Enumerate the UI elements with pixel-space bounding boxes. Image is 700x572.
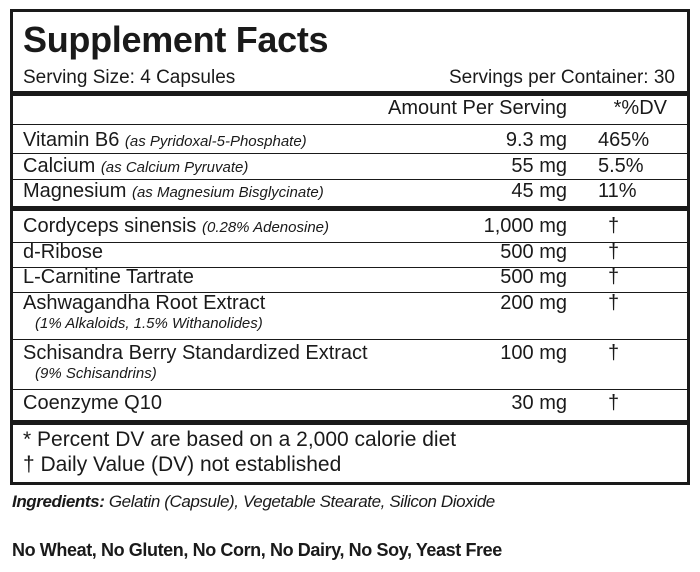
divider <box>13 179 687 180</box>
nutrient-amount: 45 mg <box>511 180 567 202</box>
divider <box>13 242 687 243</box>
ingredient-amount: 1,000 mg <box>483 215 567 237</box>
divider <box>13 389 687 390</box>
divider <box>13 339 687 340</box>
ingredient-amount: 500 mg <box>500 241 567 263</box>
divider <box>13 267 687 268</box>
ingredient-amount: 100 mg <box>500 342 567 364</box>
ingredient-amount: 30 mg <box>511 392 567 414</box>
dagger-mark: † <box>608 342 620 364</box>
divider <box>13 292 687 293</box>
divider-thick <box>13 91 687 96</box>
ingredient-name: Coenzyme Q10 <box>23 392 162 414</box>
panel-title: Supplement Facts <box>23 19 329 60</box>
allergen-statement: No Wheat, No Gluten, No Corn, No Dairy, … <box>12 540 502 560</box>
ingredient-name: Schisandra Berry Standardized Extract <box>23 342 368 364</box>
ingredient-name: d-Ribose <box>23 241 104 263</box>
nutrient-amount: 55 mg <box>511 155 567 177</box>
nutrient-name: Calcium (as Calcium Pyruvate) <box>23 155 249 177</box>
ingredient-standardization: (1% Alkaloids, 1.5% Withanolides) <box>35 315 263 332</box>
nutrient-amount: 9.3 mg <box>505 129 567 151</box>
ingredient-standardization: (9% Schisandrins) <box>35 365 157 382</box>
dagger-mark: † <box>608 266 620 288</box>
nutrient-name: Magnesium (as Magnesium Bisglycinate) <box>23 180 324 202</box>
divider <box>13 124 687 125</box>
dagger-mark: † <box>608 292 620 314</box>
footnote-dv: * Percent DV are based on a 2,000 calori… <box>23 428 457 451</box>
supplement-facts-panel: Supplement Facts Serving Size: 4 Capsule… <box>10 9 690 485</box>
nutrient-dv: 5.5% <box>598 155 644 177</box>
dagger-mark: † <box>608 215 620 237</box>
dv-header: *%DV <box>613 97 667 119</box>
ingredients-list: Gelatin (Capsule), Vegetable Stearate, S… <box>104 492 495 511</box>
ingredient-amount: 200 mg <box>500 292 567 314</box>
footnote-dagger: † Daily Value (DV) not established <box>23 453 342 476</box>
serving-size: Serving Size: 4 Capsules <box>23 67 236 88</box>
ingredients-statement: Ingredients: Gelatin (Capsule), Vegetabl… <box>12 491 495 513</box>
ingredient-amount: 500 mg <box>500 266 567 288</box>
divider-thick <box>13 206 687 211</box>
dagger-mark: † <box>608 241 620 263</box>
servings-per-container: Servings per Container: 30 <box>448 67 675 88</box>
ingredients-label: Ingredients: <box>12 492 105 511</box>
dagger-mark: † <box>608 392 620 414</box>
ingredient-name: Cordyceps sinensis (0.28% Adenosine) <box>23 215 330 237</box>
ingredient-name: Ashwagandha Root Extract <box>23 292 266 314</box>
nutrient-dv: 11% <box>598 180 637 202</box>
nutrient-dv: 465% <box>598 129 650 151</box>
divider <box>13 153 687 154</box>
amount-per-serving-header: Amount Per Serving <box>388 97 567 119</box>
ingredient-name: L-Carnitine Tartrate <box>23 266 194 288</box>
divider-thick <box>13 420 687 425</box>
nutrient-name: Vitamin B6 (as Pyridoxal-5-Phosphate) <box>23 129 307 151</box>
